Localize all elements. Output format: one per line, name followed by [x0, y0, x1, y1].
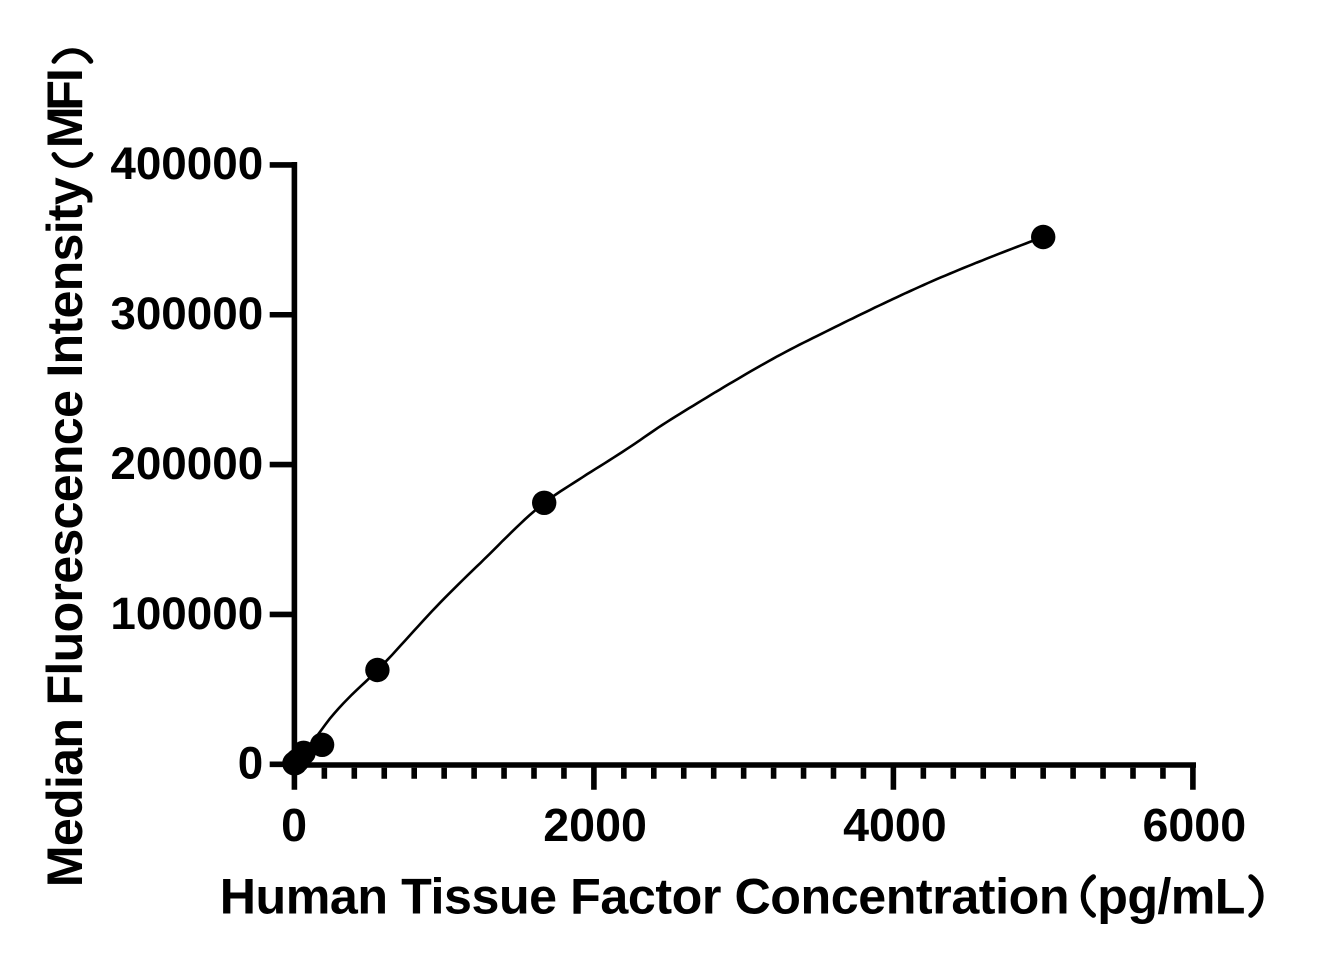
svg-text:100000: 100000 [110, 588, 263, 639]
svg-text:300000: 300000 [110, 288, 263, 339]
svg-text:Median Fluorescence Intensity: Median Fluorescence Intensity [37, 177, 93, 887]
svg-text:Human Tissue Factor Concentrat: Human Tissue Factor Concentration [220, 868, 1069, 924]
svg-text:6000: 6000 [1142, 799, 1246, 851]
svg-text:400000: 400000 [110, 138, 263, 189]
svg-text:MFI: MFI [37, 71, 93, 148]
svg-text:200000: 200000 [110, 438, 263, 489]
svg-text:2000: 2000 [543, 799, 647, 851]
svg-text:0: 0 [238, 738, 263, 789]
svg-text:4000: 4000 [843, 799, 947, 851]
svg-text:pg/mL: pg/mL [1097, 868, 1245, 924]
svg-text:0: 0 [281, 799, 307, 851]
